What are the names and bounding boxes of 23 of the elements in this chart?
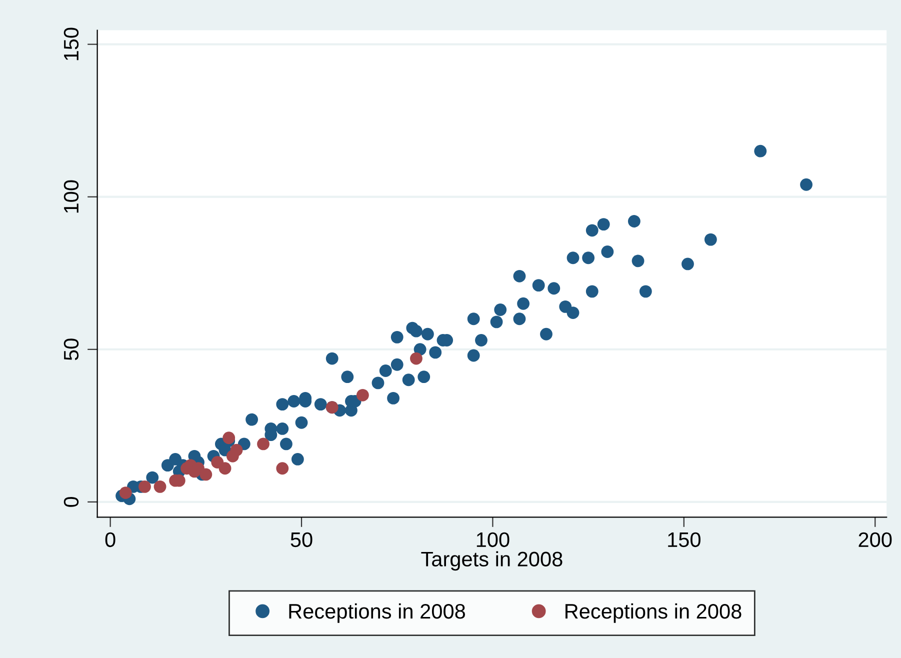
y-tick-label: 100: [64, 180, 79, 213]
legend-label: Receptions in 2008: [289, 603, 466, 623]
point: [119, 486, 132, 499]
x-tick-label: 200: [858, 532, 892, 548]
x-tick-label: 0: [105, 532, 116, 548]
x-tick-label: 100: [476, 532, 510, 548]
y-tick-label: 50: [64, 338, 79, 360]
x-tick-label: 50: [290, 532, 312, 548]
point: [230, 444, 243, 456]
point: [410, 352, 422, 365]
point: [276, 462, 289, 475]
y-tick-label: 0: [64, 496, 79, 507]
point: [356, 388, 369, 402]
point: [138, 480, 151, 493]
point: [257, 438, 270, 450]
x-tick-label: 150: [668, 532, 700, 548]
y-tick-label: 150: [64, 28, 79, 60]
legend-label: Receptions in 2008: [566, 603, 742, 623]
point: [222, 432, 236, 444]
point: [200, 468, 212, 481]
point: [154, 480, 166, 493]
x-axis-title: Targets in 2008: [421, 551, 562, 571]
point: [218, 462, 232, 475]
